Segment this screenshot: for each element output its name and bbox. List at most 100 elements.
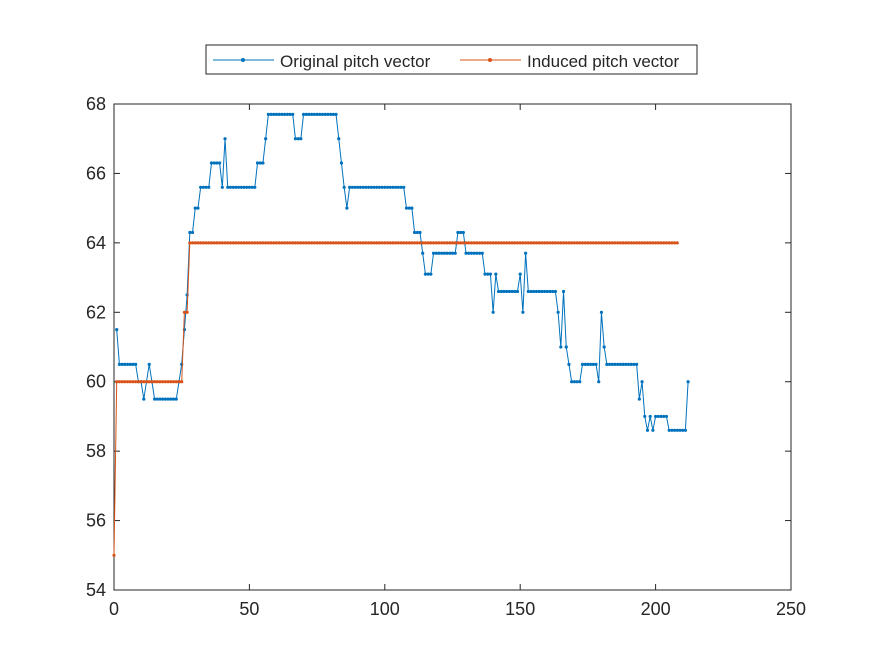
data-point bbox=[412, 230, 417, 235]
data-point bbox=[196, 206, 200, 210]
data-point bbox=[667, 428, 671, 432]
data-point bbox=[605, 362, 609, 366]
data-point bbox=[199, 241, 203, 245]
data-point bbox=[190, 230, 195, 235]
data-point bbox=[307, 241, 311, 245]
x-tick-label: 150 bbox=[505, 599, 535, 619]
data-point bbox=[421, 241, 425, 245]
data-point bbox=[296, 137, 300, 141]
data-point bbox=[299, 241, 303, 245]
data-point bbox=[602, 241, 606, 245]
data-point bbox=[480, 251, 484, 255]
data-point bbox=[112, 553, 116, 557]
data-point bbox=[461, 230, 465, 235]
data-point bbox=[155, 380, 159, 384]
data-point bbox=[394, 185, 398, 189]
data-point bbox=[607, 241, 612, 245]
data-point bbox=[277, 112, 281, 117]
data-point bbox=[358, 185, 363, 189]
data-point bbox=[258, 161, 262, 165]
data-point bbox=[342, 185, 346, 189]
data-point bbox=[361, 241, 365, 245]
data-point bbox=[320, 241, 325, 245]
data-point bbox=[529, 289, 533, 294]
data-point bbox=[488, 272, 493, 276]
data-point bbox=[518, 272, 522, 276]
data-point bbox=[410, 241, 414, 245]
data-point bbox=[507, 289, 511, 294]
data-point bbox=[605, 241, 609, 245]
data-point bbox=[607, 362, 612, 366]
data-point bbox=[407, 206, 411, 210]
data-point bbox=[662, 241, 666, 245]
data-point bbox=[659, 241, 663, 245]
data-point bbox=[239, 241, 243, 245]
data-point bbox=[423, 241, 428, 245]
data-point bbox=[310, 112, 314, 117]
data-point bbox=[115, 328, 119, 332]
data-point bbox=[323, 241, 327, 245]
data-point bbox=[169, 380, 173, 384]
data-point bbox=[616, 241, 620, 245]
data-point bbox=[645, 241, 650, 245]
data-point bbox=[651, 241, 655, 245]
data-point bbox=[567, 362, 571, 366]
data-point bbox=[236, 185, 241, 189]
data-point bbox=[158, 397, 162, 401]
data-point bbox=[153, 397, 157, 401]
data-point bbox=[253, 185, 257, 189]
data-point bbox=[640, 380, 644, 384]
data-point bbox=[572, 380, 576, 384]
data-point bbox=[372, 185, 376, 189]
data-point bbox=[242, 185, 246, 189]
data-point bbox=[597, 380, 601, 384]
data-point bbox=[226, 185, 230, 189]
data-point bbox=[632, 362, 636, 366]
data-point bbox=[434, 251, 438, 255]
data-point bbox=[272, 112, 276, 117]
data-point bbox=[626, 362, 631, 366]
data-point bbox=[589, 241, 593, 245]
data-point bbox=[120, 362, 124, 366]
data-point bbox=[375, 241, 379, 245]
data-point bbox=[580, 241, 585, 245]
data-point bbox=[448, 241, 452, 245]
data-point bbox=[624, 241, 628, 245]
data-point bbox=[513, 241, 517, 245]
data-point bbox=[264, 137, 268, 141]
data-point bbox=[331, 241, 335, 245]
data-point bbox=[180, 380, 184, 384]
data-point bbox=[499, 241, 503, 245]
data-point bbox=[123, 380, 127, 384]
data-point bbox=[670, 241, 674, 245]
data-point bbox=[412, 241, 417, 245]
data-point bbox=[662, 414, 666, 419]
data-point bbox=[616, 362, 620, 366]
data-point bbox=[326, 112, 330, 117]
data-point bbox=[681, 428, 685, 432]
data-point bbox=[320, 112, 325, 117]
data-point bbox=[245, 241, 249, 245]
x-tick-label: 0 bbox=[109, 599, 119, 619]
data-point bbox=[499, 289, 503, 294]
legend-box bbox=[205, 44, 698, 75]
data-point bbox=[131, 362, 135, 366]
data-point bbox=[234, 185, 238, 189]
data-point bbox=[542, 289, 547, 294]
data-point bbox=[421, 251, 425, 255]
data-point bbox=[507, 241, 511, 245]
data-point bbox=[683, 428, 687, 432]
data-point bbox=[648, 241, 652, 245]
data-point bbox=[667, 241, 671, 245]
data-point bbox=[161, 397, 165, 401]
data-point bbox=[561, 241, 566, 245]
data-point bbox=[385, 185, 390, 189]
data-point bbox=[196, 241, 200, 245]
data-point bbox=[542, 241, 547, 245]
data-point bbox=[218, 241, 222, 245]
data-point bbox=[218, 161, 222, 165]
data-point bbox=[610, 362, 614, 366]
data-point bbox=[532, 289, 536, 294]
data-point bbox=[461, 241, 465, 245]
data-point bbox=[280, 112, 284, 117]
